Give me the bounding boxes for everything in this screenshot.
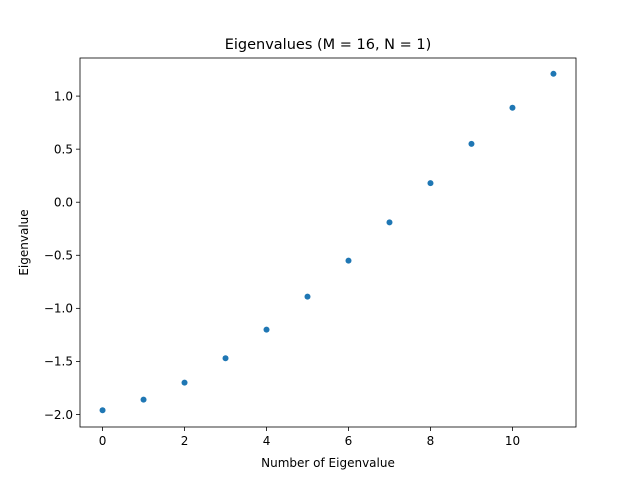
y-tick-label: −2.0	[44, 408, 73, 422]
y-tick-label: 0.0	[54, 196, 73, 210]
data-point	[140, 396, 147, 403]
y-tick-label: 1.0	[54, 89, 73, 103]
data-point	[181, 379, 188, 386]
x-tick-label: 0	[99, 434, 107, 448]
x-tick-label: 4	[263, 434, 271, 448]
data-point	[468, 140, 475, 147]
x-tick-label: 10	[505, 434, 520, 448]
x-axis-label: Number of Eigenvalue	[261, 456, 395, 470]
data-point	[99, 407, 106, 414]
data-point	[509, 104, 516, 111]
chart-title: Eigenvalues (M = 16, N = 1)	[225, 37, 432, 53]
data-point	[386, 219, 393, 226]
data-point	[222, 355, 229, 362]
data-point	[345, 257, 352, 264]
x-tick-label: 8	[427, 434, 435, 448]
data-point	[427, 180, 434, 187]
y-tick-label: −1.0	[44, 302, 73, 316]
plot-frame	[79, 57, 577, 428]
data-point	[550, 70, 557, 77]
y-tick-label: 0.5	[54, 142, 73, 156]
data-point	[304, 293, 311, 300]
x-tick-label: 6	[345, 434, 353, 448]
x-tick-label: 2	[181, 434, 189, 448]
data-point	[263, 326, 270, 333]
y-tick-label: −1.5	[44, 355, 73, 369]
y-axis-label: Eigenvalue	[17, 209, 31, 275]
plot-area: 0 2 4 6 8 10 −2.0 −1.5 −1.0 −0.5 0.0 0.5 1.0	[44, 57, 577, 448]
y-tick-label: −0.5	[44, 249, 73, 263]
